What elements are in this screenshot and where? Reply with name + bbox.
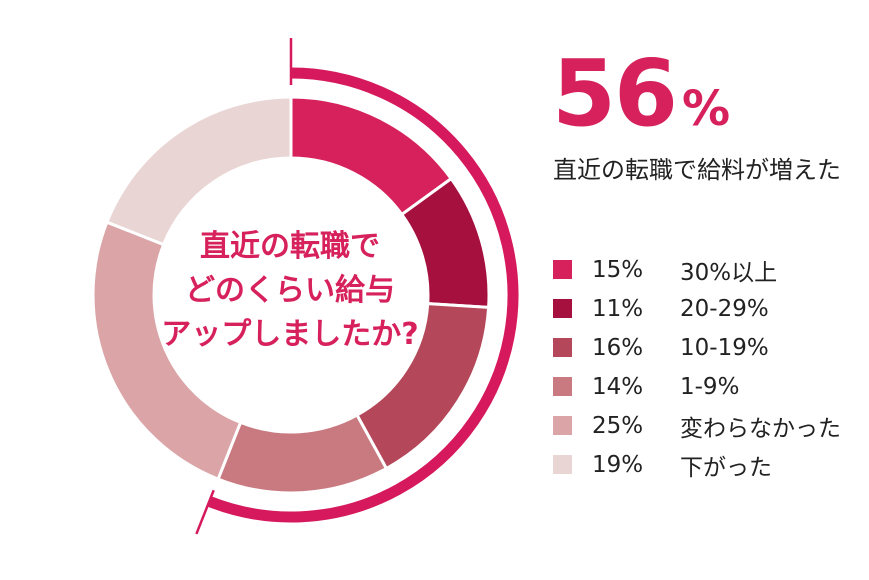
legend-item: 19% 下がった (553, 445, 841, 484)
center-title-line-2: どのくらい給与 (185, 273, 395, 308)
legend: 15% 30%以上 11% 20-29% 16% 10-19% 14% 1-9%… (553, 250, 841, 484)
highlight-arc-end-tick (195, 489, 215, 535)
legend-swatch (553, 455, 572, 474)
legend-item: 15% 30%以上 (553, 250, 841, 289)
legend-item: 11% 20-29% (553, 289, 841, 328)
highlight-caption: 直近の転職で給料が増えた (553, 156, 841, 184)
legend-swatch (553, 338, 572, 357)
legend-item: 16% 10-19% (553, 328, 841, 367)
legend-label: 変わらなかった (680, 415, 841, 442)
legend-swatch (553, 377, 572, 396)
legend-percent: 14% (592, 373, 644, 400)
legend-label: 30%以上 (680, 259, 778, 286)
legend-percent: 25% (592, 412, 644, 439)
donut-slice (216, 413, 389, 495)
legend-percent: 15% (592, 256, 644, 283)
legend-label: 1-9% (680, 373, 740, 400)
legend-item: 14% 1-9% (553, 367, 841, 406)
center-title-line-3: アップしましたか? (161, 317, 419, 352)
donut-slice (104, 95, 293, 247)
highlight-value: 56 (552, 40, 678, 147)
highlight-arc (207, 67, 519, 523)
legend-label: 下がった (680, 454, 772, 481)
highlight-stat: 56% (552, 48, 730, 140)
legend-percent: 11% (592, 295, 644, 322)
legend-label: 20-29% (680, 295, 769, 322)
highlight-unit: % (682, 81, 731, 137)
legend-percent: 16% (592, 334, 644, 361)
legend-label: 10-19% (680, 334, 769, 361)
legend-swatch (553, 416, 572, 435)
center-title: 直近の転職で どのくらい給与 アップしましたか? (140, 225, 440, 357)
legend-percent: 19% (592, 451, 644, 478)
center-title-line-1: 直近の転職で (200, 229, 380, 264)
legend-swatch (553, 299, 572, 318)
legend-swatch (553, 260, 572, 279)
legend-item: 25% 変わらなかった (553, 406, 841, 445)
